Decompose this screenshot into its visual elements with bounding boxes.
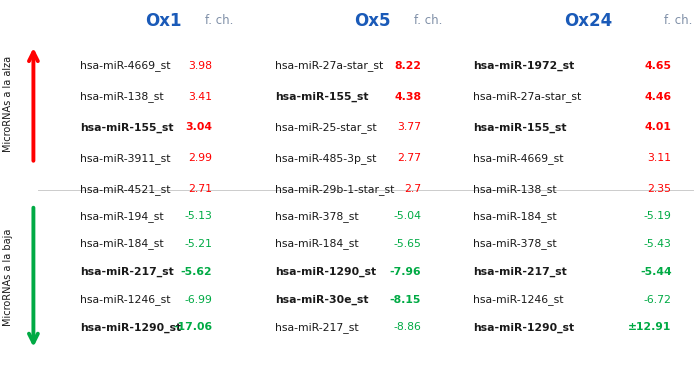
Text: hsa-miR-194_st: hsa-miR-194_st bbox=[80, 211, 164, 222]
Text: hsa-miR-155_st: hsa-miR-155_st bbox=[275, 91, 368, 102]
Text: hsa-miR-1290_st: hsa-miR-1290_st bbox=[473, 322, 574, 333]
Text: 4.46: 4.46 bbox=[644, 92, 672, 102]
Text: 3.11: 3.11 bbox=[648, 153, 672, 163]
Text: hsa-miR-3911_st: hsa-miR-3911_st bbox=[80, 153, 171, 164]
Text: -8.86: -8.86 bbox=[393, 323, 421, 332]
Text: 2.7: 2.7 bbox=[404, 184, 421, 194]
Text: hsa-miR-155_st: hsa-miR-155_st bbox=[473, 122, 567, 133]
Text: 3.98: 3.98 bbox=[189, 61, 212, 71]
Text: 4.65: 4.65 bbox=[644, 61, 672, 71]
Text: hsa-miR-184_st: hsa-miR-184_st bbox=[473, 211, 557, 222]
Text: -5.44: -5.44 bbox=[640, 267, 672, 277]
Text: hsa-miR-217_st: hsa-miR-217_st bbox=[275, 322, 358, 333]
Text: hsa-miR-1290_st: hsa-miR-1290_st bbox=[275, 267, 376, 277]
Text: hsa-miR-1290_st: hsa-miR-1290_st bbox=[80, 322, 181, 333]
Text: 2.35: 2.35 bbox=[648, 184, 672, 194]
Text: 8.22: 8.22 bbox=[394, 61, 421, 71]
Text: hsa-miR-27a-star_st: hsa-miR-27a-star_st bbox=[473, 91, 582, 102]
Text: hsa-miR-378_st: hsa-miR-378_st bbox=[275, 211, 358, 222]
Text: Ox1: Ox1 bbox=[145, 12, 182, 30]
Text: hsa-miR-25-star_st: hsa-miR-25-star_st bbox=[275, 122, 377, 133]
Text: hsa-miR-184_st: hsa-miR-184_st bbox=[275, 238, 358, 250]
Text: hsa-miR-1246_st: hsa-miR-1246_st bbox=[473, 294, 564, 305]
Text: hsa-miR-378_st: hsa-miR-378_st bbox=[473, 238, 557, 250]
Text: 2.99: 2.99 bbox=[189, 153, 212, 163]
Text: -5.19: -5.19 bbox=[644, 211, 672, 221]
Text: -5.13: -5.13 bbox=[184, 211, 212, 221]
Text: hsa-miR-29b-1-star_st: hsa-miR-29b-1-star_st bbox=[275, 183, 395, 195]
Text: hsa-miR-485-3p_st: hsa-miR-485-3p_st bbox=[275, 153, 377, 164]
Text: 3.04: 3.04 bbox=[185, 123, 212, 132]
Text: -5.04: -5.04 bbox=[393, 211, 421, 221]
Text: -5.65: -5.65 bbox=[393, 239, 421, 249]
Text: 3.77: 3.77 bbox=[397, 123, 421, 132]
Text: hsa-miR-155_st: hsa-miR-155_st bbox=[80, 122, 173, 133]
Text: -5.21: -5.21 bbox=[184, 239, 212, 249]
Text: f. ch.: f. ch. bbox=[205, 14, 233, 27]
Text: hsa-miR-138_st: hsa-miR-138_st bbox=[80, 91, 164, 102]
Text: -5.62: -5.62 bbox=[181, 267, 212, 277]
Text: Ox24: Ox24 bbox=[564, 12, 612, 30]
Text: hsa-miR-30e_st: hsa-miR-30e_st bbox=[275, 294, 368, 305]
Text: 4.38: 4.38 bbox=[394, 92, 421, 102]
Text: 2.77: 2.77 bbox=[397, 153, 421, 163]
Text: -17.06: -17.06 bbox=[173, 323, 212, 332]
Text: -8.15: -8.15 bbox=[390, 295, 421, 305]
Text: f. ch.: f. ch. bbox=[414, 14, 442, 27]
Text: -7.96: -7.96 bbox=[390, 267, 421, 277]
Text: hsa-miR-138_st: hsa-miR-138_st bbox=[473, 183, 557, 195]
Text: hsa-miR-217_st: hsa-miR-217_st bbox=[80, 267, 174, 277]
Text: hsa-miR-4521_st: hsa-miR-4521_st bbox=[80, 183, 171, 195]
Text: MicroRNAs a la baja: MicroRNAs a la baja bbox=[3, 229, 13, 326]
Text: hsa-miR-27a-star_st: hsa-miR-27a-star_st bbox=[275, 60, 383, 71]
Text: hsa-miR-1246_st: hsa-miR-1246_st bbox=[80, 294, 171, 305]
Text: f. ch.: f. ch. bbox=[665, 14, 693, 27]
Text: hsa-miR-217_st: hsa-miR-217_st bbox=[473, 267, 567, 277]
Text: -6.72: -6.72 bbox=[644, 295, 672, 305]
Text: hsa-miR-184_st: hsa-miR-184_st bbox=[80, 238, 164, 250]
Text: 4.01: 4.01 bbox=[644, 123, 672, 132]
Text: ±12.91: ±12.91 bbox=[628, 323, 672, 332]
Text: hsa-miR-1972_st: hsa-miR-1972_st bbox=[473, 61, 574, 71]
Text: 3.41: 3.41 bbox=[189, 92, 212, 102]
Text: 2.71: 2.71 bbox=[189, 184, 212, 194]
Text: hsa-miR-4669_st: hsa-miR-4669_st bbox=[80, 60, 171, 71]
Text: Ox5: Ox5 bbox=[354, 12, 390, 30]
Text: hsa-miR-4669_st: hsa-miR-4669_st bbox=[473, 153, 564, 164]
Text: -5.43: -5.43 bbox=[644, 239, 672, 249]
Text: -6.99: -6.99 bbox=[184, 295, 212, 305]
Text: MicroRNAs a la alza: MicroRNAs a la alza bbox=[3, 56, 13, 152]
